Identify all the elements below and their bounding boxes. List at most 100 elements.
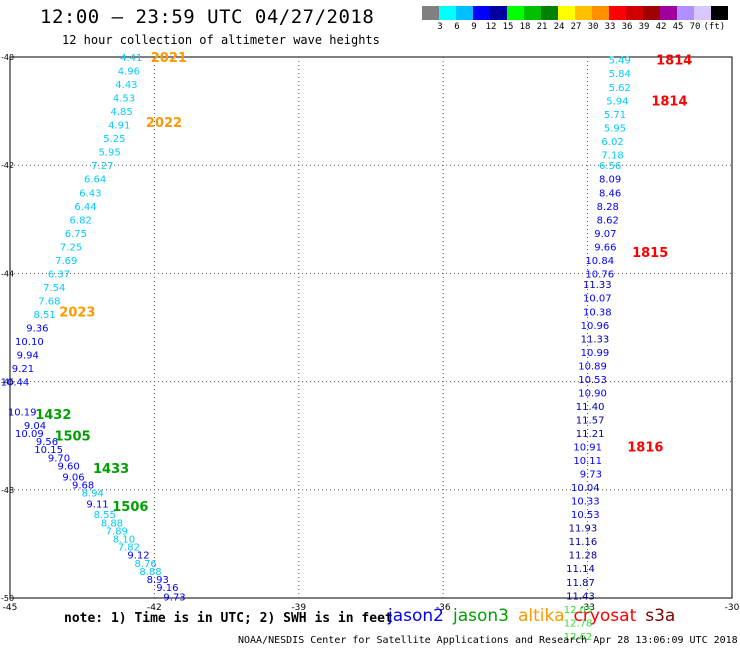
color-swatch bbox=[677, 6, 694, 20]
satellite-legend: jason2 jason3 altika cryosat s3a bbox=[388, 606, 684, 626]
color-scale-label: 30 bbox=[587, 22, 599, 32]
color-swatch bbox=[422, 6, 439, 20]
x-tick-label: -30 bbox=[725, 603, 740, 613]
swh-value-label: 6.64 bbox=[84, 175, 106, 186]
swh-value-label: 9.16 bbox=[156, 583, 178, 594]
swh-value-label: 10.09 bbox=[15, 429, 44, 440]
swh-value-label: 10.11 bbox=[573, 456, 602, 467]
color-scale-label: 70 bbox=[689, 22, 701, 32]
swh-value-label: 9.68 bbox=[72, 480, 94, 491]
x-tick-label: -39 bbox=[291, 603, 306, 613]
legend-item: altika bbox=[518, 606, 565, 626]
swh-value-label: 5.25 bbox=[103, 134, 125, 145]
swh-value-label: 7.69 bbox=[55, 256, 77, 267]
swh-value-label: 11.93 bbox=[569, 524, 598, 535]
color-swatch bbox=[592, 6, 609, 20]
color-scale-label: 6 bbox=[454, 22, 460, 32]
color-swatch bbox=[490, 6, 507, 20]
note-text: note: 1) Time is in UTC; 2) SWH is in fe… bbox=[64, 611, 393, 626]
swh-value-label: 6.75 bbox=[65, 229, 87, 240]
swh-value-label: 8.46 bbox=[599, 188, 621, 199]
color-swatch bbox=[711, 6, 728, 20]
y-tick-label: -42 bbox=[1, 161, 14, 170]
swh-value-label: 11.40 bbox=[576, 402, 605, 413]
y-tick-label: -44 bbox=[1, 269, 14, 278]
track-id-label: 1814 bbox=[651, 94, 687, 109]
swh-value-label: 10.38 bbox=[583, 307, 612, 318]
color-swatch bbox=[456, 6, 473, 20]
swh-value-label: 9.36 bbox=[26, 324, 48, 335]
swh-value-label: 8.51 bbox=[33, 310, 55, 321]
swh-value-label: 9.56 bbox=[36, 437, 58, 448]
swh-value-label: 5.94 bbox=[606, 96, 628, 107]
swh-value-label: 6.43 bbox=[79, 188, 101, 199]
swh-value-label: 9.04 bbox=[24, 421, 46, 432]
swh-value-label: 11.28 bbox=[569, 551, 598, 562]
legend-item: jason3 bbox=[453, 606, 509, 626]
color-swatch bbox=[643, 6, 660, 20]
swh-value-label: 10.96 bbox=[581, 321, 610, 332]
swh-value-label: 11.43 bbox=[566, 591, 595, 602]
swh-value-label: 9.11 bbox=[86, 499, 108, 510]
swh-value-label: 12.05 bbox=[564, 605, 593, 616]
y-tick-label: -40 bbox=[1, 53, 14, 62]
swh-value-label: 8.28 bbox=[597, 202, 619, 213]
swh-value-label: 8.55 bbox=[94, 510, 116, 521]
color-swatch bbox=[609, 6, 626, 20]
color-scale-label: 36 bbox=[621, 22, 633, 32]
swh-value-label: 9.94 bbox=[17, 351, 39, 362]
track-id-label: 1814 bbox=[656, 54, 692, 69]
swh-value-label: 12.78 bbox=[564, 618, 593, 629]
legend-item: cryosat bbox=[573, 606, 637, 626]
color-scale-label: (ft) bbox=[703, 22, 726, 32]
swh-value-label: 8.88 bbox=[101, 518, 123, 529]
swh-value-label: 10.99 bbox=[581, 348, 610, 359]
swh-value-label: 9.12 bbox=[127, 551, 149, 562]
swh-value-label: 6.56 bbox=[599, 161, 621, 172]
swh-value-label: 10.33 bbox=[571, 497, 600, 508]
swh-value-label: 10.91 bbox=[573, 443, 602, 454]
swh-value-label: 11.33 bbox=[583, 280, 612, 291]
swh-value-label: 4.41 bbox=[120, 53, 142, 64]
y-tick-label: -50 bbox=[1, 594, 14, 603]
swh-value-label: 5.95 bbox=[98, 148, 120, 159]
swh-value-label: 7.18 bbox=[601, 150, 623, 161]
y-tick-label: -48 bbox=[1, 486, 14, 495]
swh-value-label: 9.60 bbox=[58, 461, 80, 472]
footer-credit: NOAA/NESDIS Center for Satellite Applica… bbox=[238, 635, 738, 646]
swh-value-label: 7.27 bbox=[91, 161, 113, 172]
swh-value-label: 8.93 bbox=[147, 575, 169, 586]
plot-frame bbox=[9, 56, 733, 599]
swh-value-label: 10.53 bbox=[578, 375, 607, 386]
swh-value-label: 9.70 bbox=[48, 453, 70, 464]
swh-value-label: 10.04 bbox=[571, 483, 600, 494]
color-scale-label: 12 bbox=[485, 22, 497, 32]
swh-value-label: 8.94 bbox=[82, 489, 104, 500]
swh-value-label: 10.89 bbox=[578, 361, 607, 372]
swh-value-label: 9.73 bbox=[580, 470, 602, 481]
swh-value-label: 4.85 bbox=[110, 107, 132, 118]
swh-value-label: 7.25 bbox=[60, 242, 82, 253]
swh-value-label: 11.16 bbox=[569, 537, 598, 548]
track-id-label: 2021 bbox=[151, 51, 187, 66]
color-swatch bbox=[660, 6, 677, 20]
swh-value-label: 10.84 bbox=[585, 256, 614, 267]
swh-value-label: 5.62 bbox=[609, 83, 631, 94]
track-id-label: 1505 bbox=[54, 430, 90, 445]
x-tick-label: -36 bbox=[436, 603, 451, 613]
color-scale-label: 27 bbox=[570, 22, 582, 32]
x-tick-label: -42 bbox=[147, 603, 162, 613]
swh-value-label: 8.62 bbox=[597, 215, 619, 226]
swh-value-label: 8.88 bbox=[139, 567, 161, 578]
color-swatch bbox=[694, 6, 711, 20]
color-swatch bbox=[507, 6, 524, 20]
color-swatch bbox=[541, 6, 558, 20]
color-swatch bbox=[473, 6, 490, 20]
swh-value-label: 10.53 bbox=[571, 510, 600, 521]
color-scale-label: 9 bbox=[471, 22, 477, 32]
swh-value-label: 6.37 bbox=[48, 269, 70, 280]
swh-value-label: 4.91 bbox=[108, 121, 130, 132]
swh-value-label: 6.02 bbox=[601, 137, 623, 148]
swh-value-label: 8.09 bbox=[599, 175, 621, 186]
swh-value-label: 12.62 bbox=[564, 632, 593, 643]
